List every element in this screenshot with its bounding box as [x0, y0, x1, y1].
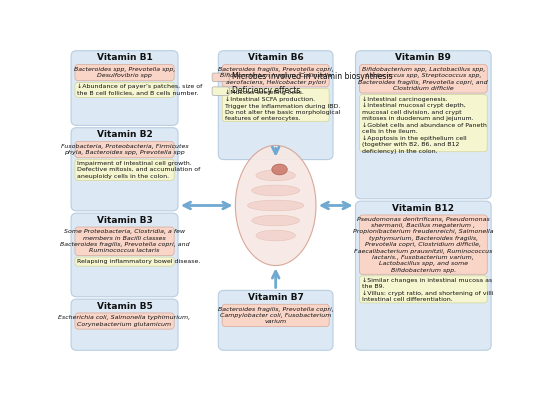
Text: Fusobacteria, Proteobacteria, Firmicutes
phyla, Bacteroides spp, Prevotella spp: Fusobacteria, Proteobacteria, Firmicutes… — [60, 144, 188, 155]
Text: Deficiency effects: Deficiency effects — [232, 86, 301, 95]
FancyBboxPatch shape — [222, 65, 329, 87]
Text: ↓Mucous-secreting cells.
↓Intestinal SCFA production.
Trigger the inflammation d: ↓Mucous-secreting cells. ↓Intestinal SCF… — [224, 90, 340, 121]
FancyBboxPatch shape — [75, 82, 174, 97]
Text: Impairment of intestinal cell growth.
Defective mitosis, and accumulation of
ane: Impairment of intestinal cell growth. De… — [77, 161, 201, 179]
FancyBboxPatch shape — [75, 313, 174, 329]
FancyBboxPatch shape — [218, 51, 333, 160]
Text: Bacteroides fragilis, Prevotella copri,
Campylobacter coli, Fusobacterium
varium: Bacteroides fragilis, Prevotella copri, … — [218, 306, 333, 324]
Text: Bacteroides spp, Prevotella spp,
Desulfovibrio spp: Bacteroides spp, Prevotella spp, Desulfo… — [74, 67, 175, 78]
FancyBboxPatch shape — [359, 65, 487, 93]
Text: Pseudomonas denitrificans, Pseudomonas
shermanii, Bacillus megaterium ,
Propioni: Pseudomonas denitrificans, Pseudomonas s… — [353, 216, 494, 273]
Text: Vitamin B2: Vitamin B2 — [97, 130, 152, 139]
FancyBboxPatch shape — [355, 51, 491, 199]
Ellipse shape — [256, 230, 295, 241]
Text: Vitamin B5: Vitamin B5 — [97, 301, 152, 310]
Ellipse shape — [252, 185, 300, 196]
Text: Bifidobacterium spp, Lactobacillus spp,
Lactococcus spp, Streptococcus spp,
Bact: Bifidobacterium spp, Lactobacillus spp, … — [359, 67, 488, 91]
FancyBboxPatch shape — [212, 87, 229, 95]
FancyBboxPatch shape — [75, 159, 174, 180]
Text: Bacteroides fragilis, Prevotella copri,
Bifidobacterium longum, Collinsella
aero: Bacteroides fragilis, Prevotella copri, … — [218, 67, 333, 85]
Ellipse shape — [272, 164, 287, 175]
Ellipse shape — [256, 170, 295, 181]
Text: Escherichia coli, Salmonella typhimurium,
Corynebacterium glutamicum: Escherichia coli, Salmonella typhimurium… — [58, 315, 191, 327]
FancyBboxPatch shape — [71, 299, 178, 350]
Text: ↓Similar changes in intestinal mucosa as
the B9.
↓Villus: crypt ratio, and short: ↓Similar changes in intestinal mucosa as… — [362, 278, 493, 303]
Text: Microbes involved in vitamin biosynthesis: Microbes involved in vitamin biosynthesi… — [232, 72, 393, 81]
FancyBboxPatch shape — [218, 290, 333, 350]
Text: Vitamin B6: Vitamin B6 — [248, 53, 304, 62]
FancyBboxPatch shape — [359, 276, 487, 303]
FancyBboxPatch shape — [359, 215, 487, 274]
FancyBboxPatch shape — [222, 304, 329, 327]
Ellipse shape — [252, 215, 300, 226]
FancyBboxPatch shape — [359, 94, 487, 152]
FancyBboxPatch shape — [71, 51, 178, 125]
Text: Vitamin B3: Vitamin B3 — [97, 216, 152, 225]
FancyBboxPatch shape — [355, 201, 491, 350]
FancyBboxPatch shape — [71, 128, 178, 211]
FancyBboxPatch shape — [212, 73, 229, 81]
Text: Some Proteobacteria, Clostridia, a few
members in Bacilli classes
Bacteroides fr: Some Proteobacteria, Clostridia, a few m… — [60, 229, 189, 253]
FancyBboxPatch shape — [75, 65, 174, 81]
Text: Vitamin B7: Vitamin B7 — [248, 293, 304, 302]
FancyBboxPatch shape — [75, 257, 174, 266]
FancyBboxPatch shape — [222, 89, 329, 121]
FancyBboxPatch shape — [75, 227, 174, 256]
Text: Vitamin B12: Vitamin B12 — [392, 204, 454, 212]
Text: ↓Abundance of payer’s patches, size of
the B cell follicles, and B cells number.: ↓Abundance of payer’s patches, size of t… — [77, 84, 202, 96]
FancyBboxPatch shape — [75, 142, 174, 158]
Text: Vitamin B9: Vitamin B9 — [395, 53, 451, 62]
Ellipse shape — [235, 145, 316, 266]
Text: Relapsing inflammatory bowel disease.: Relapsing inflammatory bowel disease. — [77, 258, 201, 264]
Text: ↓Intestinal carcinogenesis.
↓Intestinal mucosal crypt depth,
mucosal cell divisi: ↓Intestinal carcinogenesis. ↓Intestinal … — [362, 96, 487, 154]
Text: Vitamin B1: Vitamin B1 — [97, 53, 152, 62]
FancyBboxPatch shape — [71, 213, 178, 297]
Ellipse shape — [248, 200, 304, 211]
